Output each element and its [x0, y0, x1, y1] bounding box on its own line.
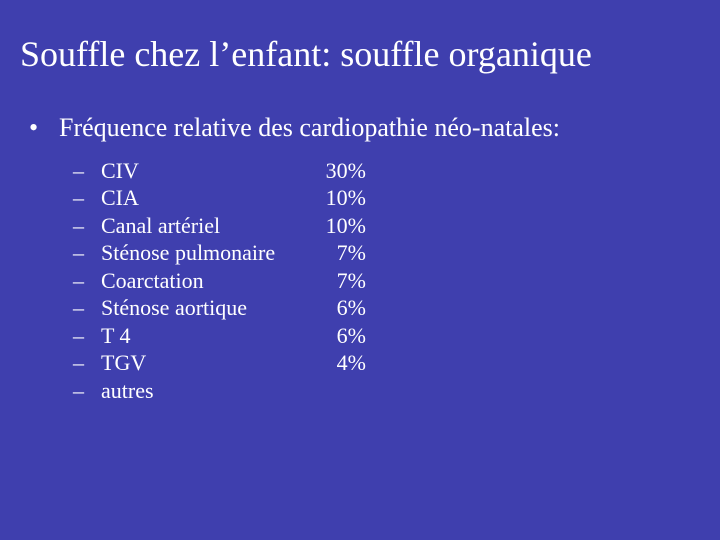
item-value: 7% [306, 267, 366, 295]
item-value: 6% [306, 294, 366, 322]
list-item: – T 4 6% [73, 322, 705, 350]
sub-bullet-list: – CIV 30% – CIA 10% – Canal artériel 10%… [73, 157, 705, 405]
dash-icon: – [73, 322, 101, 350]
list-item: – CIV 30% [73, 157, 705, 185]
item-value: 7% [306, 239, 366, 267]
list-item: – Coarctation 7% [73, 267, 705, 295]
item-label: T 4 [101, 322, 306, 350]
item-label: Sténose aortique [101, 294, 306, 322]
list-item: – Sténose pulmonaire 7% [73, 239, 705, 267]
dash-icon: – [73, 239, 101, 267]
dash-icon: – [73, 157, 101, 185]
item-label: Sténose pulmonaire [101, 239, 306, 267]
dash-icon: – [73, 349, 101, 377]
item-value: 4% [306, 349, 366, 377]
item-label: Canal artériel [101, 212, 306, 240]
dash-icon: – [73, 212, 101, 240]
item-value: 10% [306, 212, 366, 240]
bullet-level1: • Fréquence relative des cardiopathie né… [23, 113, 705, 143]
dash-icon: – [73, 294, 101, 322]
slide-title: Souffle chez l’enfant: souffle organique [15, 35, 705, 75]
item-value: 10% [306, 184, 366, 212]
bullet-level1-text: Fréquence relative des cardiopathie néo-… [59, 113, 560, 143]
item-value: 30% [306, 157, 366, 185]
item-label: autres [101, 377, 306, 405]
item-label: Coarctation [101, 267, 306, 295]
item-value: 6% [306, 322, 366, 350]
list-item: – autres [73, 377, 705, 405]
list-item: – TGV 4% [73, 349, 705, 377]
dash-icon: – [73, 377, 101, 405]
bullet-dot-icon: • [23, 113, 59, 143]
item-label: CIV [101, 157, 306, 185]
list-item: – CIA 10% [73, 184, 705, 212]
list-item: – Sténose aortique 6% [73, 294, 705, 322]
list-item: – Canal artériel 10% [73, 212, 705, 240]
item-label: TGV [101, 349, 306, 377]
item-label: CIA [101, 184, 306, 212]
dash-icon: – [73, 184, 101, 212]
dash-icon: – [73, 267, 101, 295]
slide: Souffle chez l’enfant: souffle organique… [0, 0, 720, 540]
